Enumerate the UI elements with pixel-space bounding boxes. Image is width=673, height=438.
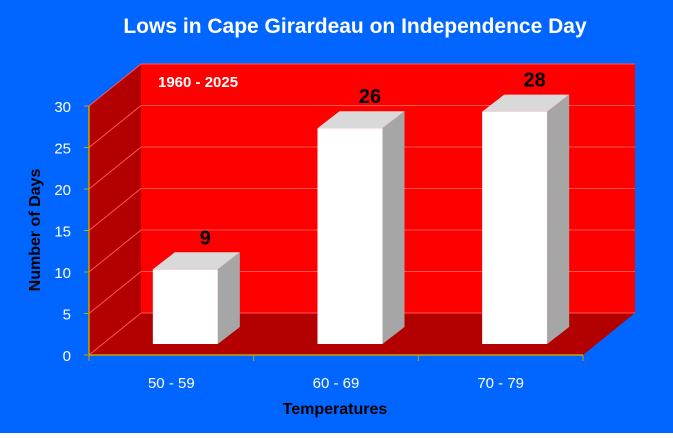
- gridline: [88, 271, 142, 314]
- y-tick-label: 0: [63, 348, 71, 365]
- gridline: [88, 146, 142, 190]
- bar: [482, 111, 548, 344]
- x-axis-label: Temperatures: [283, 401, 388, 418]
- bar: [152, 269, 218, 344]
- bar-side: [217, 252, 240, 344]
- data-label: 28: [524, 70, 546, 92]
- x-tick-label: 60 - 69: [313, 375, 360, 392]
- y-tick-label: 10: [54, 265, 71, 282]
- plot-area: 0 5 10 15 20 25 30 9 50 - 59 26 60 - 69 28 70 - 79: [54, 63, 635, 392]
- y-tick-label: 5: [63, 307, 71, 324]
- gridline: [88, 312, 142, 356]
- bar-side: [547, 94, 570, 344]
- gridline: [88, 188, 142, 231]
- subtitle-label: 1960 - 2025: [158, 74, 238, 91]
- gridline: [88, 63, 142, 107]
- chart-title: Lows in Cape Girardeau on Independence D…: [123, 15, 587, 38]
- y-tick-label: 20: [54, 182, 71, 199]
- x-tick-label: 70 - 79: [477, 375, 524, 392]
- bar-side: [382, 111, 405, 344]
- y-tick-label: 25: [54, 141, 71, 158]
- y-axis-label: Number of Days: [27, 169, 44, 292]
- bar: [317, 128, 383, 344]
- bar-top: [482, 94, 570, 112]
- data-label: 9: [200, 227, 211, 249]
- data-label: 26: [359, 86, 381, 108]
- x-tick-label: 50 - 59: [148, 375, 195, 392]
- gridline: [88, 105, 142, 148]
- bar-top: [317, 111, 405, 129]
- bar-top: [152, 252, 240, 270]
- gridline: [88, 229, 142, 273]
- y-tick-label: 30: [54, 99, 71, 116]
- y-tick-label: 15: [54, 224, 71, 241]
